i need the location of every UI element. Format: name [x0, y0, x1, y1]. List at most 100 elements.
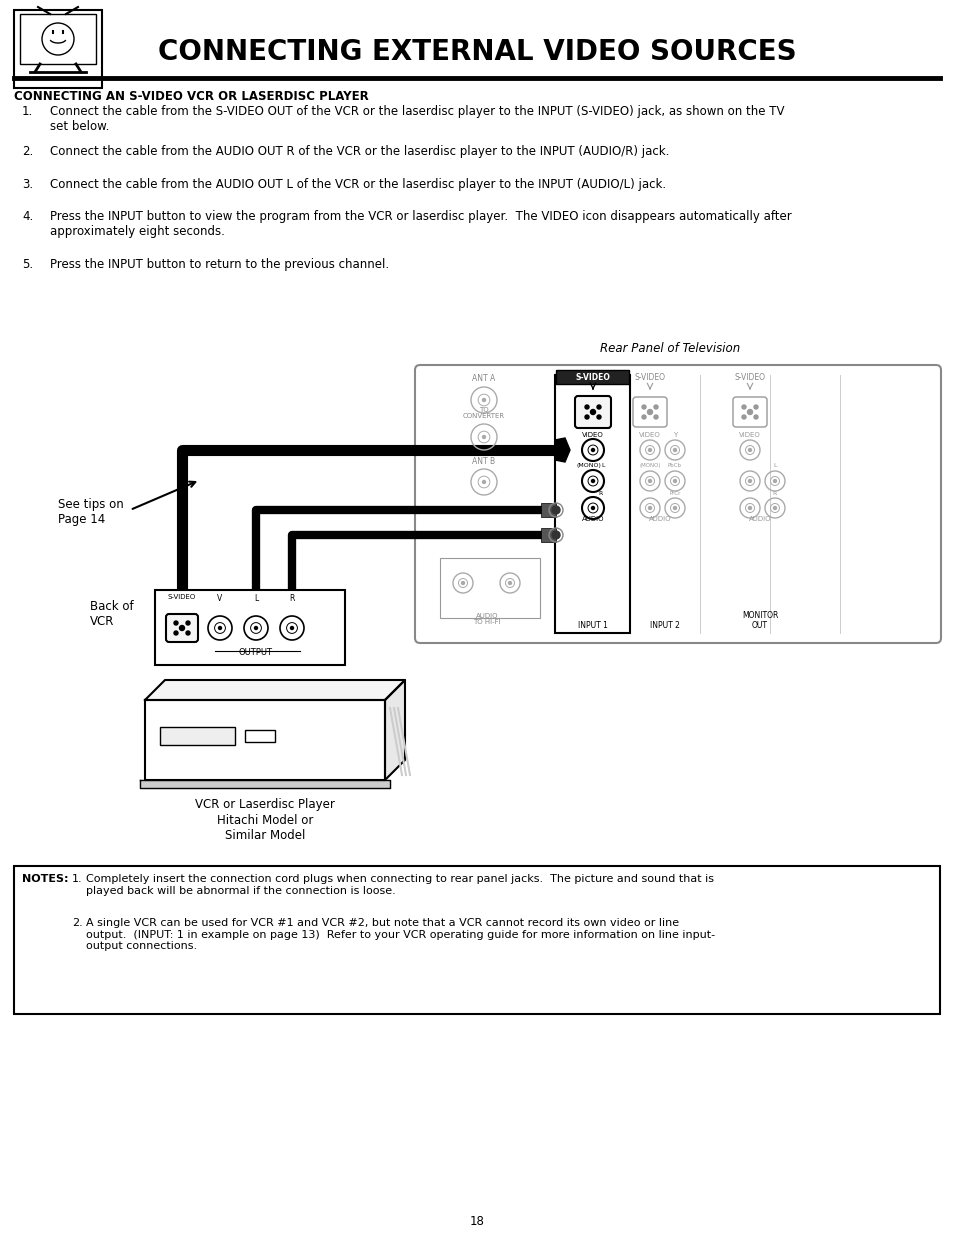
Circle shape: [590, 410, 595, 415]
Text: ANT A: ANT A: [472, 374, 496, 383]
FancyBboxPatch shape: [14, 10, 102, 88]
Circle shape: [186, 621, 190, 625]
Text: L: L: [773, 463, 776, 468]
FancyBboxPatch shape: [415, 366, 940, 643]
Text: S-VIDEO: S-VIDEO: [168, 594, 196, 600]
Text: Press the INPUT button to view the program from the VCR or laserdisc player.  Th: Press the INPUT button to view the progr…: [50, 210, 791, 238]
Text: L: L: [253, 594, 258, 603]
Text: Completely insert the connection cord plugs when connecting to rear panel jacks.: Completely insert the connection cord pl…: [86, 874, 713, 895]
Text: OUTPUT: OUTPUT: [239, 648, 273, 657]
Circle shape: [773, 506, 776, 510]
Bar: [14, 866, 939, 1014]
Text: Press the INPUT button to return to the previous channel.: Press the INPUT button to return to the …: [50, 258, 389, 270]
Text: AUDIO: AUDIO: [748, 516, 770, 522]
Text: ANT B: ANT B: [472, 457, 495, 466]
Circle shape: [584, 415, 588, 419]
Text: Y: Y: [672, 432, 677, 438]
FancyBboxPatch shape: [556, 370, 628, 384]
Text: Rear Panel of Television: Rear Panel of Television: [599, 342, 740, 354]
Circle shape: [508, 582, 511, 584]
Circle shape: [641, 405, 645, 409]
FancyBboxPatch shape: [732, 396, 766, 427]
Text: R: R: [598, 492, 602, 496]
Text: Connect the cable from the S-VIDEO OUT of the VCR or the laserdisc player to the: Connect the cable from the S-VIDEO OUT o…: [50, 105, 783, 133]
Circle shape: [552, 531, 559, 538]
FancyBboxPatch shape: [575, 396, 610, 429]
Text: TO
CONVERTER: TO CONVERTER: [462, 406, 504, 419]
Circle shape: [654, 405, 658, 409]
Text: See tips on
Page 14: See tips on Page 14: [58, 498, 124, 526]
Text: Connect the cable from the AUDIO OUT R of the VCR or the laserdisc player to the: Connect the cable from the AUDIO OUT R o…: [50, 144, 669, 158]
Circle shape: [648, 448, 651, 452]
Circle shape: [591, 506, 594, 510]
Polygon shape: [385, 680, 405, 781]
Circle shape: [254, 626, 257, 630]
Circle shape: [597, 405, 600, 409]
Circle shape: [173, 621, 178, 625]
Circle shape: [591, 448, 594, 452]
Circle shape: [641, 415, 645, 419]
Bar: [20, 14, 96, 64]
Text: AUDIO: AUDIO: [581, 516, 603, 522]
Circle shape: [218, 626, 221, 630]
Circle shape: [648, 479, 651, 483]
FancyBboxPatch shape: [633, 396, 666, 427]
Bar: [154, 590, 345, 664]
Text: 1.: 1.: [22, 105, 33, 119]
Text: CONNECTING AN S-VIDEO VCR OR LASERDISC PLAYER: CONNECTING AN S-VIDEO VCR OR LASERDISC P…: [14, 90, 369, 103]
Polygon shape: [140, 781, 390, 788]
Text: 18: 18: [469, 1215, 484, 1228]
Circle shape: [673, 506, 676, 510]
Polygon shape: [145, 700, 385, 781]
Polygon shape: [145, 680, 405, 700]
Circle shape: [647, 410, 652, 415]
Text: L: L: [600, 463, 604, 468]
Bar: [540, 503, 556, 517]
Text: INPUT 1: INPUT 1: [578, 621, 607, 630]
Text: 1.: 1.: [71, 874, 83, 884]
Text: VIDEO: VIDEO: [581, 432, 603, 438]
Bar: [245, 730, 274, 742]
Circle shape: [552, 506, 559, 514]
Text: INPUT 2: INPUT 2: [649, 621, 679, 630]
Text: VCR or Laserdisc Player: VCR or Laserdisc Player: [194, 798, 335, 811]
Text: PrCr: PrCr: [669, 492, 680, 496]
Bar: [160, 727, 234, 745]
Circle shape: [461, 582, 464, 584]
Text: Back of
VCR: Back of VCR: [90, 600, 133, 629]
Circle shape: [748, 448, 751, 452]
Circle shape: [291, 626, 294, 630]
Text: MONITOR
OUT: MONITOR OUT: [741, 611, 778, 630]
Bar: [540, 529, 556, 542]
Circle shape: [654, 415, 658, 419]
Circle shape: [748, 506, 751, 510]
Circle shape: [741, 405, 745, 409]
Text: NOTES:: NOTES:: [22, 874, 69, 884]
Circle shape: [179, 625, 184, 631]
Text: 5.: 5.: [22, 258, 33, 270]
Circle shape: [747, 410, 752, 415]
Circle shape: [584, 405, 588, 409]
Text: Hitachi Model or
Similar Model: Hitachi Model or Similar Model: [216, 814, 313, 842]
FancyBboxPatch shape: [166, 614, 198, 642]
Text: R: R: [772, 492, 777, 496]
Circle shape: [482, 480, 485, 483]
Text: VIDEO: VIDEO: [739, 432, 760, 438]
Bar: [439, 558, 539, 618]
Text: VIDEO: VIDEO: [639, 432, 660, 438]
Circle shape: [753, 405, 758, 409]
Circle shape: [741, 415, 745, 419]
Text: CONNECTING EXTERNAL VIDEO SOURCES: CONNECTING EXTERNAL VIDEO SOURCES: [157, 38, 796, 65]
Bar: [555, 375, 629, 634]
Text: (MONO): (MONO): [639, 463, 660, 468]
Text: 3.: 3.: [22, 178, 33, 191]
Text: V: V: [217, 594, 222, 603]
Circle shape: [673, 448, 676, 452]
Text: 2.: 2.: [71, 918, 83, 927]
Circle shape: [173, 631, 178, 635]
Text: S-VIDEO: S-VIDEO: [634, 373, 665, 382]
Circle shape: [753, 415, 758, 419]
Text: 4.: 4.: [22, 210, 33, 224]
Circle shape: [482, 399, 485, 401]
Circle shape: [597, 415, 600, 419]
